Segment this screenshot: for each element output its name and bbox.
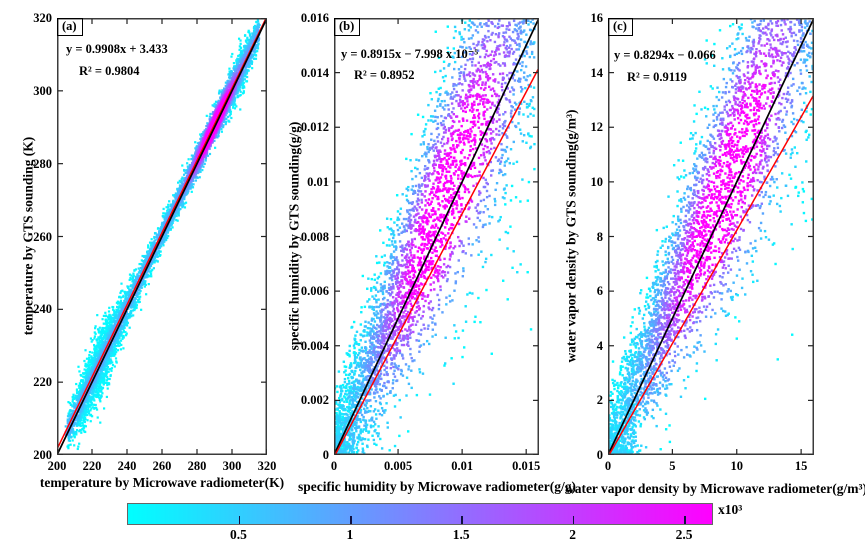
x-tick-label-a: 300 bbox=[222, 459, 242, 473]
y-tick-label-a: 200 bbox=[33, 448, 52, 462]
y-tick-label-c: 6 bbox=[596, 284, 603, 299]
y-tick-label-b: 0 bbox=[322, 448, 329, 462]
x-tick-label-b: 0.005 bbox=[384, 459, 413, 473]
x-tick-label-c: 0 bbox=[604, 459, 612, 473]
colorbar-gradient bbox=[127, 503, 713, 525]
x-tick-label-a: 240 bbox=[117, 459, 137, 473]
colorbar-tick bbox=[461, 516, 463, 524]
colorbar-tick bbox=[572, 516, 575, 524]
x-tick-label-c: 10 bbox=[730, 459, 744, 473]
colorbar-tick-label: 2 bbox=[569, 527, 576, 542]
x-tick-label-a: 280 bbox=[187, 459, 207, 473]
y-tick-label-a: 240 bbox=[33, 302, 52, 317]
x-tick-label-b: 0.01 bbox=[451, 459, 474, 473]
x-tick-label-a: 220 bbox=[82, 459, 102, 473]
x-tick-label-b: 0.015 bbox=[512, 459, 541, 473]
y-tick-label-b: 0.01 bbox=[307, 174, 329, 189]
scatter-plot-a bbox=[57, 18, 267, 455]
fit-r2-b: R² = 0.8952 bbox=[354, 68, 415, 82]
x-tick-label-a: 200 bbox=[47, 459, 67, 473]
colorbar-tick-label: 2.5 bbox=[675, 527, 693, 542]
panel-letter-a: (a) bbox=[57, 18, 83, 36]
y-tick-label-a: 300 bbox=[33, 83, 52, 98]
y-tick-label-b: 0.004 bbox=[300, 338, 329, 353]
x-axis-label-a: temperature by Microwave radiometer(K) bbox=[39, 475, 285, 490]
y-tick-label-c: 2 bbox=[596, 393, 603, 408]
colorbar-tick-label: 1.5 bbox=[452, 527, 470, 542]
y-tick-label-a: 220 bbox=[33, 375, 52, 390]
fit-r2-c: R² = 0.9119 bbox=[627, 70, 687, 84]
y-tick-label-c: 12 bbox=[590, 120, 604, 135]
x-tick-label-a: 320 bbox=[257, 459, 277, 473]
y-tick-label-b: 0.008 bbox=[300, 229, 329, 244]
y-tick-label-b: 0.002 bbox=[300, 393, 329, 408]
y-tick-label-b: 0.006 bbox=[300, 284, 329, 299]
colorbar-tick-label: 0.5 bbox=[229, 527, 247, 542]
x-tick-label-c: 5 bbox=[669, 459, 676, 473]
fit-equation-c: y = 0.8294x − 0.066 bbox=[614, 48, 716, 62]
y-tick-label-b: 0.014 bbox=[300, 65, 329, 80]
y-tick-label-c: 16 bbox=[590, 11, 604, 25]
scatter-plot-b bbox=[334, 18, 539, 455]
y-tick-label-a: 320 bbox=[33, 11, 52, 25]
x-tick-label-b: 0 bbox=[330, 459, 338, 473]
fit-r2-a: R² = 0.9804 bbox=[79, 64, 140, 78]
y-tick-label-b: 0.016 bbox=[300, 11, 329, 25]
colorbar-tick-label: 1 bbox=[346, 527, 354, 542]
fit-equation-b: y = 0.8915x − 7.998 x 10⁻⁵ bbox=[341, 47, 479, 61]
y-tick-label-c: 8 bbox=[596, 229, 603, 244]
y-tick-label-c: 0 bbox=[596, 448, 603, 462]
scatter-plot-c bbox=[608, 18, 814, 455]
x-axis-label-b: specific humidity by Microwave radiomete… bbox=[298, 479, 576, 494]
colorbar-scale-label: x10³ bbox=[718, 502, 743, 517]
y-tick-label-c: 4 bbox=[596, 338, 603, 353]
y-tick-label-c: 14 bbox=[590, 65, 604, 80]
y-tick-label-a: 260 bbox=[33, 229, 52, 244]
x-tick-label-a: 260 bbox=[152, 459, 172, 473]
colorbar-tick bbox=[684, 516, 686, 524]
y-tick-label-b: 0.012 bbox=[300, 120, 329, 135]
y-tick-label-a: 280 bbox=[33, 156, 52, 171]
colorbar-tick bbox=[238, 516, 241, 524]
x-axis-label-c: water vapor density by Microwave radiome… bbox=[564, 481, 865, 496]
panel-letter-c: (c) bbox=[608, 18, 633, 36]
fit-equation-a: y = 0.9908x + 3.433 bbox=[66, 42, 168, 56]
panel-letter-b: (b) bbox=[334, 18, 361, 36]
x-tick-label-c: 15 bbox=[794, 459, 808, 473]
y-tick-label-c: 10 bbox=[590, 174, 604, 189]
colorbar-tick bbox=[350, 516, 352, 524]
